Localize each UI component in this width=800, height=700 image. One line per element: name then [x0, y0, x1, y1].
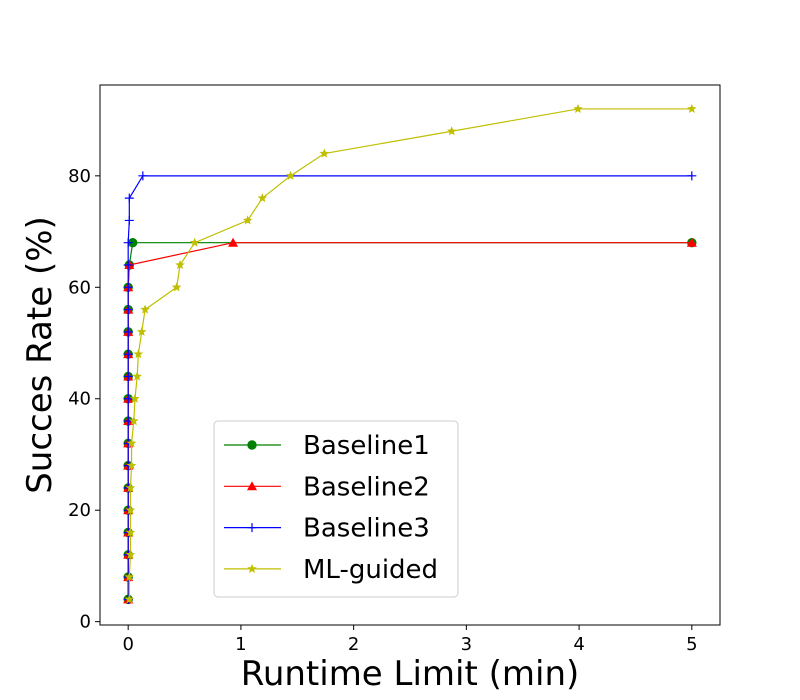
data-point: [124, 215, 134, 225]
data-point: [124, 572, 135, 582]
legend-entry: ML-guided: [224, 555, 438, 585]
data-point: [125, 505, 136, 515]
legend-box: [213, 420, 459, 598]
data-point: [257, 193, 268, 203]
series-ml-guided: [124, 103, 697, 604]
data-point: [687, 103, 697, 114]
y-tick-label: 60: [68, 277, 91, 298]
axes-frame: [99, 84, 721, 626]
data-point: [125, 527, 136, 537]
data-point: [124, 193, 134, 203]
x-tick-label: 3: [461, 634, 472, 655]
data-point: [130, 393, 140, 403]
x-tick-label: 4: [573, 634, 584, 655]
legend-label: Baseline1: [303, 431, 430, 461]
data-point: [123, 238, 133, 248]
data-point: [171, 282, 182, 292]
legend-marker: [247, 563, 257, 573]
data-point: [123, 349, 133, 359]
data-point: [228, 237, 239, 247]
x-tick-label: 2: [348, 634, 359, 655]
x-axis-label: Runtime Limit (min): [241, 654, 580, 694]
x-tick-label: 1: [235, 634, 246, 655]
data-point: [123, 305, 133, 315]
data-point: [687, 171, 697, 181]
data-point: [126, 438, 137, 448]
data-point: [140, 304, 150, 314]
series-group: [123, 103, 697, 605]
x-tick-label: 0: [122, 634, 133, 655]
data-point: [319, 148, 330, 158]
legend-entry: Baseline3: [224, 514, 430, 544]
data-point: [125, 482, 136, 492]
data-point: [686, 237, 697, 247]
legend-entry: Baseline1: [224, 431, 430, 461]
y-tick-label: 0: [80, 612, 91, 633]
data-point: [133, 349, 144, 359]
legend-label: ML-guided: [303, 555, 438, 585]
data-point: [123, 327, 133, 337]
y-tick-label: 40: [68, 389, 91, 410]
data-point: [285, 170, 296, 180]
data-point: [446, 126, 457, 136]
legend-entry: Baseline2: [224, 472, 430, 502]
plot-area: [123, 103, 697, 605]
legend-marker: [247, 523, 257, 533]
data-point: [129, 416, 139, 426]
y-tick-label: 20: [68, 500, 91, 521]
data-point: [124, 594, 135, 604]
data-point: [573, 103, 583, 114]
legend: Baseline1 Baseline2 Baseline3 ML-guided: [213, 420, 459, 598]
legend-marker: [247, 481, 257, 491]
data-point: [175, 260, 185, 270]
data-point: [126, 460, 137, 470]
y-axis-label: Succes Rate (%): [20, 216, 60, 494]
x-tick-label: 5: [686, 634, 697, 655]
data-point: [123, 260, 133, 270]
axes: 0 1 2 3 4 5 0 20 40 60 80: [68, 84, 721, 655]
data-point: [138, 171, 148, 181]
series-line: [128, 108, 692, 600]
y-tick-label: 80: [68, 166, 91, 187]
data-point: [189, 237, 200, 247]
legend-marker: [247, 440, 257, 450]
legend-label: Baseline2: [303, 472, 430, 502]
data-point: [136, 326, 147, 336]
data-point: [132, 371, 142, 381]
legend-label: Baseline3: [303, 514, 430, 544]
data-point: [123, 371, 133, 381]
data-point: [125, 549, 136, 559]
data-point: [123, 394, 133, 404]
data-point: [123, 282, 133, 292]
data-point: [242, 215, 253, 225]
